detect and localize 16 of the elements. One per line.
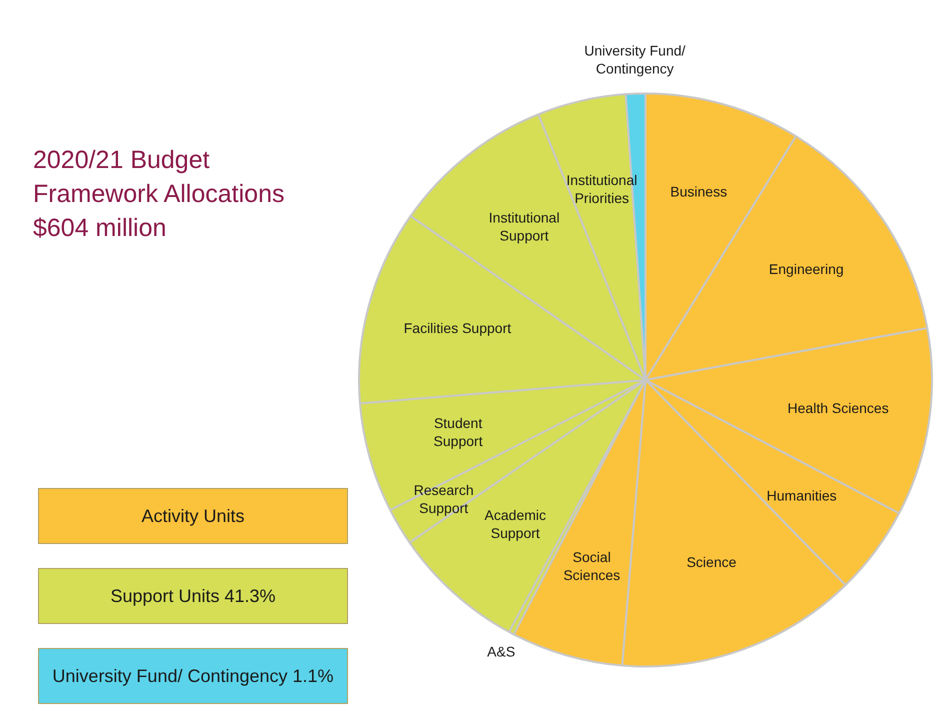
slice-label: Facilities Support xyxy=(404,320,512,336)
slice-label: Business xyxy=(670,183,728,200)
slice-label: University Fund/ Contingency xyxy=(584,42,686,77)
slice-label: Student Support xyxy=(434,415,483,450)
slice-label: Humanities xyxy=(766,487,837,504)
slice-label: Health Sciences xyxy=(788,400,889,416)
slice-label: Academic Support xyxy=(484,506,546,541)
slice-label: A&S xyxy=(487,644,516,660)
text: Support Units 41.3% xyxy=(38,568,348,624)
slice-label: Engineering xyxy=(768,260,844,277)
text: University Fund/ Contingency 1.1% xyxy=(38,648,348,704)
text: Activity Units xyxy=(38,488,348,544)
slice-label: Institutional Support xyxy=(488,209,560,244)
slice-label: Social Sciences xyxy=(563,549,620,584)
slice-label: Science xyxy=(686,554,737,570)
text: 2020/21 Budget Framework Allocations $604 million xyxy=(33,145,286,244)
